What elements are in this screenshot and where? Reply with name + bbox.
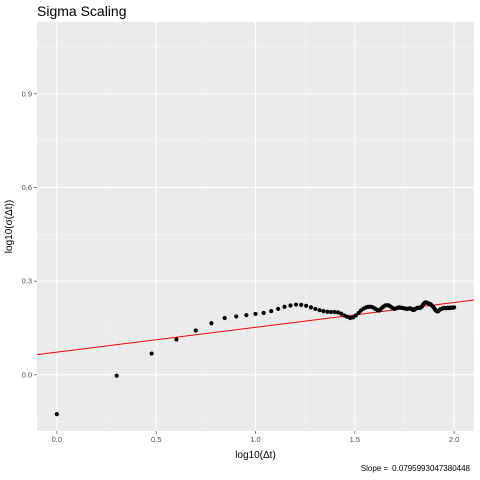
slope-annotation: Slope = 0.0795993047380448 [361, 464, 474, 473]
y-tick-label: 0.0 [22, 370, 32, 379]
slope-label: Slope = [360, 464, 389, 473]
y-axis-ticks: 0.0 0.3 0.6 0.9 [22, 89, 37, 379]
x-axis-ticks: 0.0 0.5 1.0 1.5 2.0 [52, 431, 459, 444]
data-point [328, 309, 334, 315]
data-point [321, 309, 326, 314]
y-tick-label: 0.9 [22, 89, 32, 98]
data-point [293, 302, 299, 307]
data-point [174, 337, 179, 342]
data-point [452, 305, 457, 310]
slope-value: 0.0795993047380448 [392, 464, 470, 473]
data-point [335, 310, 341, 315]
data-point [325, 309, 330, 314]
y-tick-label: 0.3 [22, 277, 32, 286]
x-tick-label: 1.5 [350, 435, 360, 444]
data-point [253, 311, 258, 317]
data-point [261, 310, 266, 316]
data-point [209, 321, 214, 326]
data-point [308, 305, 314, 310]
data-point [304, 303, 309, 308]
data-point [193, 328, 198, 333]
data-point [114, 373, 119, 378]
data-point [149, 351, 154, 356]
data-point [299, 302, 304, 307]
data-point [222, 315, 227, 321]
major-gridlines [37, 22, 474, 431]
data-point [244, 313, 249, 318]
data-point [282, 304, 287, 309]
y-axis-title: log10(σ(Δt)) [4, 200, 15, 253]
data-points [54, 300, 457, 417]
chart-title: Sigma Scaling [37, 3, 127, 19]
data-point [54, 412, 59, 417]
data-point [288, 303, 293, 308]
data-point [313, 306, 318, 312]
data-point [317, 308, 322, 313]
data-point [269, 309, 274, 314]
x-tick-label: 1.0 [250, 435, 260, 444]
y-tick-label: 0.6 [22, 183, 32, 192]
x-axis-title: log10(Δt) [235, 450, 276, 461]
data-point [353, 313, 358, 318]
x-tick-label: 0.0 [52, 435, 62, 444]
data-point [234, 314, 239, 319]
x-tick-label: 2.0 [449, 435, 459, 444]
data-point [332, 309, 337, 315]
data-point [276, 306, 281, 312]
data-point [339, 311, 344, 316]
x-tick-label: 0.5 [151, 435, 161, 444]
